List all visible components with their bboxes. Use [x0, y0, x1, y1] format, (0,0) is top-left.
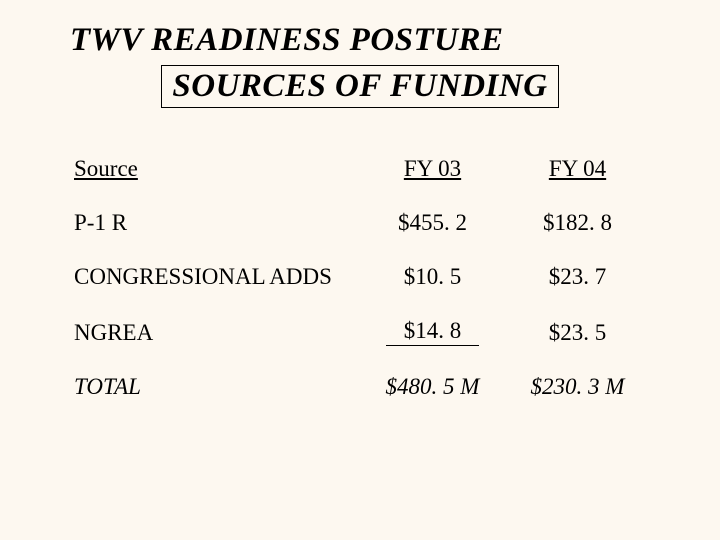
cell-fy04: $23. 5: [505, 304, 650, 360]
cell-fy04: $182. 8: [505, 196, 650, 250]
cell-fy04: $23. 7: [505, 250, 650, 304]
page-title-line1: TWV READINESS POSTURE: [70, 22, 650, 59]
total-label: TOTAL: [70, 360, 360, 414]
table-header-row: Source FY 03 FY 04: [70, 142, 650, 196]
table-row: NGREA $14. 8 $23. 5: [70, 304, 650, 360]
cell-fy03: $455. 2: [360, 196, 505, 250]
total-fy03: $480. 5 M: [360, 360, 505, 414]
cell-fy03-underlined: $14. 8: [386, 318, 480, 346]
cell-fy03: $10. 5: [360, 250, 505, 304]
cell-source: P-1 R: [70, 196, 360, 250]
col-header-source: Source: [70, 142, 360, 196]
table-total-row: TOTAL $480. 5 M $230. 3 M: [70, 360, 650, 414]
table-row: CONGRESSIONAL ADDS $10. 5 $23. 7: [70, 250, 650, 304]
col-header-fy03: FY 03: [360, 142, 505, 196]
page-title-line2: SOURCES OF FUNDING: [161, 65, 558, 108]
page-title-line2-wrap: SOURCES OF FUNDING: [70, 65, 650, 108]
total-fy04: $230. 3 M: [505, 360, 650, 414]
cell-fy03: $14. 8: [360, 304, 505, 360]
cell-source: CONGRESSIONAL ADDS: [70, 250, 360, 304]
table-row: P-1 R $455. 2 $182. 8: [70, 196, 650, 250]
slide: TWV READINESS POSTURE SOURCES OF FUNDING…: [0, 0, 720, 540]
funding-table: Source FY 03 FY 04 P-1 R $455. 2 $182. 8…: [70, 142, 650, 414]
col-header-fy04: FY 04: [505, 142, 650, 196]
cell-source: NGREA: [70, 304, 360, 360]
